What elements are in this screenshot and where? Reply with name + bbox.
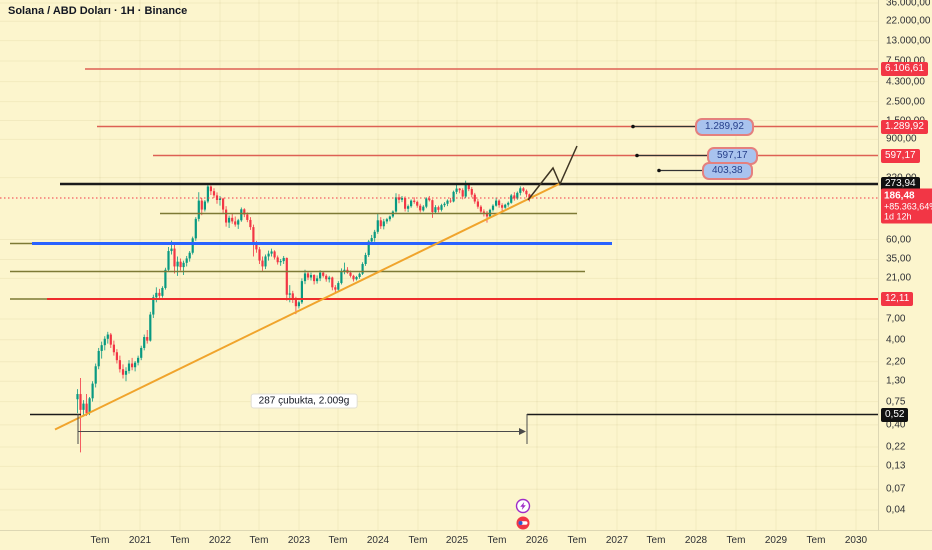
time-tick: Tem: [726, 535, 746, 546]
price-tick: 0,04: [886, 504, 906, 516]
time-tick: 2021: [128, 535, 152, 546]
price-tick: 7,00: [886, 313, 906, 325]
price-tick: 0,22: [886, 441, 906, 453]
time-tick: 2028: [684, 535, 708, 546]
trend-line[interactable]: [54, 182, 561, 431]
measure-label[interactable]: 287 çubukta, 2.009g: [250, 393, 358, 409]
event-marker-flag-icon[interactable]: [516, 516, 530, 530]
price-level-tag: 12,11: [881, 292, 914, 306]
grid-lines: [0, 0, 878, 530]
symbol-title[interactable]: Solana / ABD Doları · 1H · Binance: [8, 5, 188, 17]
time-tick: Tem: [90, 535, 110, 546]
floating-price-tag[interactable]: 1.289,92: [695, 117, 754, 136]
time-tick: 2023: [287, 535, 311, 546]
price-tick: 2.500,00: [886, 96, 925, 108]
tag-leader-lines: [631, 124, 707, 173]
time-tick: 2022: [208, 535, 232, 546]
time-tick: Tem: [487, 535, 507, 546]
price-tick: 13.000,00: [886, 35, 931, 47]
price-level-tag: 6.106,61: [881, 62, 928, 76]
price-tick: 0,13: [886, 460, 906, 472]
price-tick: 4.300,00: [886, 76, 925, 88]
price-level-tag: 597,17: [881, 148, 920, 163]
price-tick: 0,40: [886, 419, 906, 431]
date-range-measure[interactable]: [77, 414, 528, 444]
time-tick: Tem: [567, 535, 587, 546]
price-level-tag: 1.289,92: [881, 119, 928, 134]
price-tick: 7.500,00: [886, 55, 925, 67]
price-tick: 4,00: [886, 334, 906, 346]
time-tick: Tem: [249, 535, 269, 546]
price-tick: 900,00: [886, 133, 917, 145]
time-tick: 2027: [605, 535, 629, 546]
price-tick: 1,30: [886, 375, 906, 387]
price-level-tag: 0,52: [881, 407, 909, 422]
time-tick: Tem: [806, 535, 826, 546]
price-tick: 35,00: [886, 253, 912, 265]
time-tick: Tem: [408, 535, 428, 546]
current-price-tag: 186,48 +85.363,64% 1d 12h: [881, 188, 932, 224]
floating-price-tag[interactable]: 403,38: [702, 161, 753, 180]
candles-series: [76, 180, 531, 453]
price-axis[interactable]: 36.000,00 22.000,00 13.000,00 7.500,00 4.300…: [878, 0, 932, 530]
time-tick: Tem: [170, 535, 190, 546]
price-tick: 36.000,00: [886, 0, 931, 9]
time-axis[interactable]: Tem 2021 Tem 2022 Tem 2023 Tem 2024 Tem 2025 Tem 20…: [0, 530, 932, 550]
event-marker-lightning-icon[interactable]: [515, 498, 531, 514]
price-tick: 2,20: [886, 356, 906, 368]
price-tick: 0,07: [886, 483, 906, 495]
projection-arrow[interactable]: [527, 145, 578, 201]
time-tick: 2025: [445, 535, 469, 546]
price-tick: 22.000,00: [886, 15, 931, 27]
price-tick: 0,75: [886, 396, 906, 408]
time-tick: 2030: [844, 535, 868, 546]
time-tick: Tem: [646, 535, 666, 546]
time-tick: 2024: [366, 535, 390, 546]
price-tick: 21,00: [886, 272, 912, 284]
price-level-tag: 273,94: [881, 177, 920, 191]
price-tick: 60,00: [886, 234, 912, 246]
time-tick: 2029: [764, 535, 788, 546]
time-tick: Tem: [328, 535, 348, 546]
time-tick: 2026: [525, 535, 549, 546]
